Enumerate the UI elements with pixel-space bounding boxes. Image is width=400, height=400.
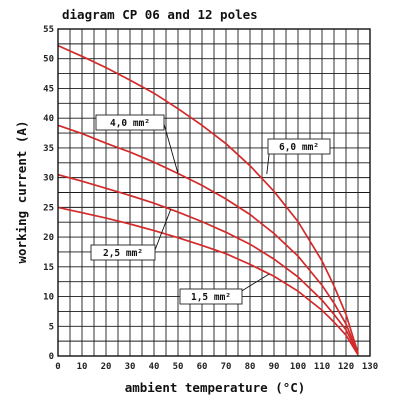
x-tick-label: 20 bbox=[101, 362, 112, 372]
y-tick-label: 45 bbox=[43, 84, 54, 94]
series-label-box bbox=[267, 138, 331, 155]
label-leader-line bbox=[163, 123, 179, 174]
x-tick-label: 30 bbox=[125, 362, 136, 372]
y-tick-label: 15 bbox=[43, 263, 54, 273]
y-tick-label: 25 bbox=[43, 203, 54, 213]
series-line bbox=[57, 173, 359, 355]
y-tick-label: 10 bbox=[43, 293, 54, 303]
y-tick-label: 40 bbox=[43, 114, 54, 124]
y-axis-label: working current (A) bbox=[14, 121, 29, 264]
chart-title: diagram CP 06 and 12 poles bbox=[62, 7, 258, 22]
x-tick-label: 0 bbox=[55, 362, 60, 372]
tick-labels: 0 10 20 30 40 50 60 70 80 90 100 110 120 130 0 5 10 15 20 2… bbox=[43, 25, 378, 372]
series-labels: 6,0 mm² 4,0 mm² 2,5 mm² 1,5 mm² bbox=[90, 114, 331, 305]
x-tick-label: 100 bbox=[290, 362, 306, 372]
series-label: 4,0 mm² bbox=[110, 118, 150, 129]
y-tick-label: 5 bbox=[49, 322, 54, 332]
x-tick-label: 40 bbox=[149, 362, 160, 372]
y-tick-label: 20 bbox=[43, 233, 54, 243]
x-tick-label: 10 bbox=[77, 362, 88, 372]
label-leader-line bbox=[154, 208, 172, 251]
x-tick-label: 80 bbox=[245, 362, 256, 372]
y-tick-label: 35 bbox=[43, 144, 54, 154]
x-tick-label: 90 bbox=[269, 362, 280, 372]
series-label: 1,5 mm² bbox=[191, 292, 231, 303]
plot-frame bbox=[57, 28, 371, 357]
x-tick-label: 70 bbox=[221, 362, 232, 372]
x-axis-label: ambient temperature (°C) bbox=[125, 380, 306, 395]
series-label: 2,5 mm² bbox=[103, 248, 143, 259]
x-tick-label: 130 bbox=[362, 362, 378, 372]
series-line bbox=[57, 206, 359, 356]
series-label-box bbox=[179, 288, 243, 305]
series-label-box bbox=[95, 114, 165, 131]
series-label: 6,0 mm² bbox=[279, 142, 319, 153]
y-tick-label: 55 bbox=[43, 25, 54, 35]
series-line bbox=[57, 124, 359, 354]
series-lines bbox=[57, 44, 359, 356]
series-line bbox=[57, 44, 359, 354]
y-tick-label: 0 bbox=[49, 352, 54, 362]
x-tick-label: 50 bbox=[173, 362, 184, 372]
x-tick-label: 120 bbox=[338, 362, 354, 372]
x-tick-label: 60 bbox=[197, 362, 208, 372]
y-tick-label: 50 bbox=[43, 55, 54, 65]
label-leader-line bbox=[239, 273, 270, 293]
x-tick-label: 110 bbox=[314, 362, 330, 372]
y-tick-label: 30 bbox=[43, 174, 54, 184]
series-label-box bbox=[90, 244, 156, 261]
